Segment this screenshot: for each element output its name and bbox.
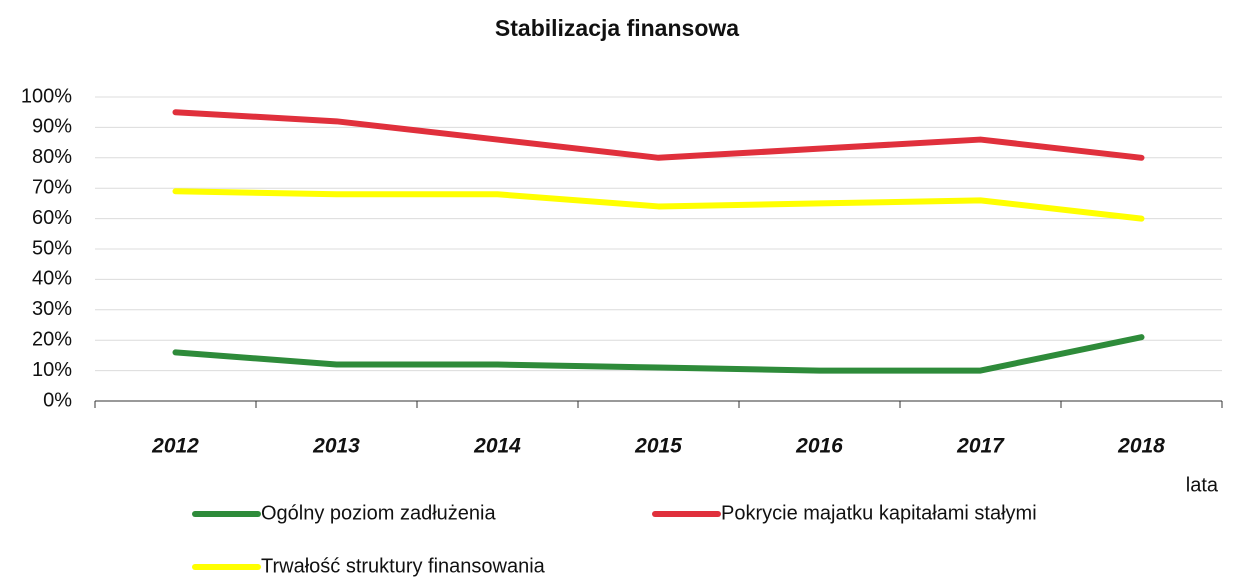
legend-label: Trwałość struktury finansowania	[261, 555, 546, 577]
y-tick-label: 0%	[43, 389, 72, 411]
x-tick-label: 2018	[1117, 435, 1165, 458]
y-tick-label: 20%	[32, 328, 72, 350]
x-tick-label: 2012	[151, 435, 199, 458]
x-axis-label: lata	[1186, 474, 1219, 496]
x-tick-label: 2014	[473, 435, 521, 458]
y-tick-label: 100%	[21, 85, 72, 107]
series-line	[172, 188, 1145, 222]
y-tick-label: 30%	[32, 298, 72, 320]
y-tick-label: 60%	[32, 207, 72, 229]
series-line	[172, 109, 1145, 161]
x-tick-label: 2015	[634, 435, 682, 458]
series-line	[172, 334, 1145, 374]
y-tick-label: 40%	[32, 268, 72, 290]
x-tick-label: 2016	[795, 435, 843, 458]
y-tick-label: 90%	[32, 116, 72, 138]
legend-label: Pokrycie majatku kapitałami stałymi	[721, 502, 1037, 524]
y-tick-label: 80%	[32, 146, 72, 168]
x-tick-label: 2017	[956, 435, 1005, 458]
y-tick-label: 10%	[32, 359, 72, 381]
y-tick-label: 70%	[32, 176, 72, 198]
chart-title: Stabilizacja finansowa	[495, 15, 739, 41]
y-tick-label: 50%	[32, 237, 72, 259]
x-tick-label: 2013	[312, 435, 360, 458]
legend-label: Ogólny poziom zadłużenia	[261, 502, 496, 524]
